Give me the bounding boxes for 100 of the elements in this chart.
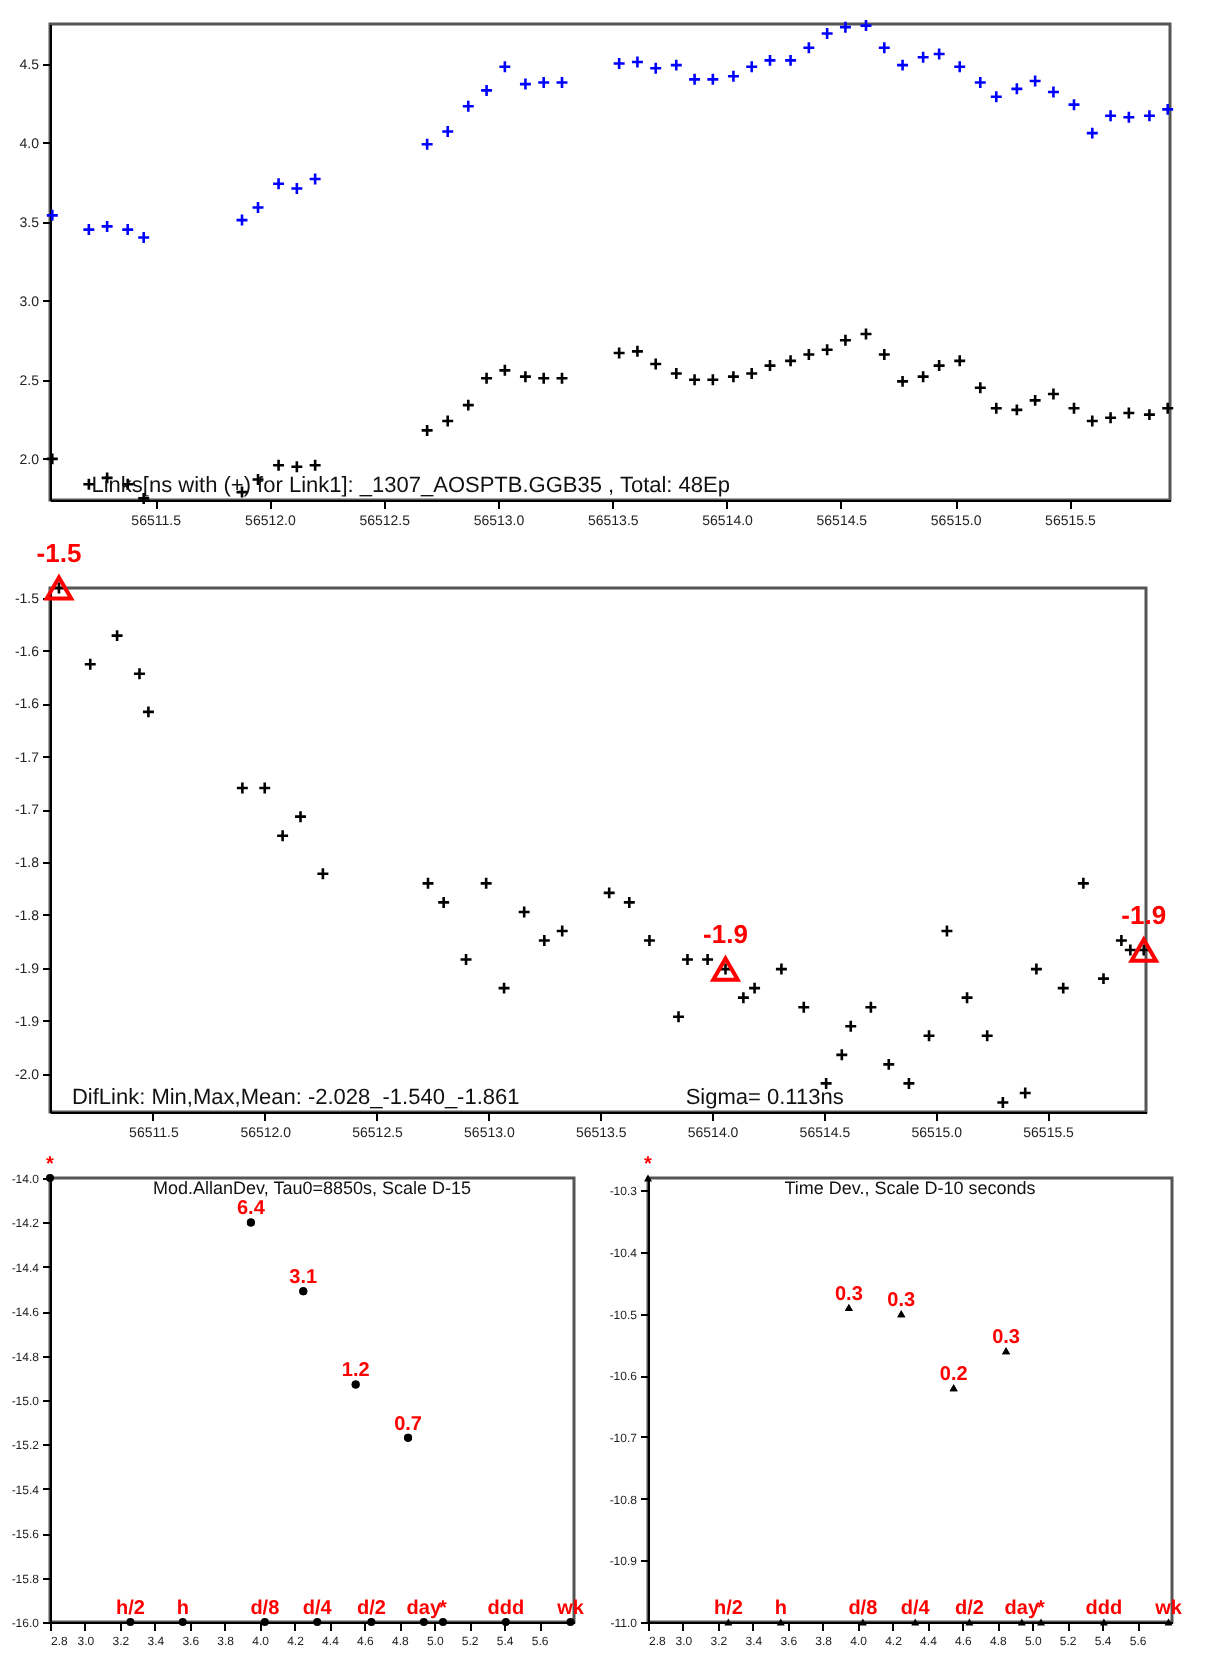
point: [897, 1310, 906, 1318]
point: [404, 1433, 413, 1442]
point: [882, 1057, 896, 1072]
point: [669, 58, 684, 72]
point: [687, 72, 702, 87]
point: [1160, 401, 1175, 416]
annotation: 0.7: [394, 1413, 423, 1436]
point: [1103, 108, 1118, 123]
annotation: *: [46, 1154, 55, 1176]
point: [518, 77, 533, 91]
annotation: day: [1004, 1598, 1040, 1620]
point: [440, 414, 455, 428]
point: [1067, 401, 1081, 416]
point: [257, 781, 272, 795]
point: [440, 124, 455, 139]
point: [536, 371, 551, 386]
annotation: 3.1: [289, 1267, 319, 1290]
point: [797, 1000, 811, 1014]
annotation: d/8: [250, 1598, 281, 1620]
point: [949, 1384, 958, 1392]
point: [622, 895, 637, 910]
annotation: 0.3: [992, 1326, 1021, 1349]
annotation: d/4: [302, 1598, 333, 1620]
point: [648, 61, 663, 76]
point: [642, 933, 657, 948]
point: [479, 371, 494, 386]
point: [1010, 82, 1024, 96]
point: [736, 990, 751, 1005]
point: [952, 59, 967, 74]
point: [1085, 126, 1100, 140]
point: [932, 358, 946, 373]
point: [555, 924, 569, 938]
point: [820, 26, 834, 41]
point: [82, 222, 96, 237]
point: [973, 75, 988, 90]
point: [1056, 981, 1071, 995]
point: [136, 230, 151, 245]
point: [843, 1019, 858, 1034]
point: [497, 981, 511, 995]
point: [706, 373, 720, 387]
point: [1076, 876, 1091, 891]
annotation: DifLink: Min,Max,Mean: -2.028_-1.540_-1.861: [71, 1086, 520, 1110]
point: [932, 47, 946, 61]
point: [459, 952, 473, 967]
point: [996, 1095, 1010, 1110]
point: [726, 369, 741, 384]
point: [498, 59, 512, 74]
point: [630, 344, 645, 359]
point: [517, 905, 531, 919]
point: [1046, 387, 1061, 401]
annotation: h/2: [115, 1598, 146, 1620]
point: [235, 213, 249, 227]
point: [706, 72, 720, 87]
point: [271, 458, 286, 472]
point: [895, 374, 910, 389]
point: [648, 357, 663, 371]
point: [1018, 1086, 1032, 1100]
point: [536, 75, 551, 90]
point: [1122, 110, 1136, 125]
point: [436, 895, 451, 910]
annotation: Mod.AllanDev, Tau0=8850s, Scale D-15: [152, 1178, 472, 1198]
annotation: h: [774, 1598, 787, 1620]
point: [774, 962, 789, 976]
annotation: Links[ns with (+) for Link1]: _1307_AOSPTB.GGB35 , Total: 48Ep: [91, 474, 730, 498]
point: [1029, 962, 1044, 976]
point: [1002, 1347, 1011, 1355]
point: [275, 828, 290, 843]
point: [859, 18, 873, 33]
point: [989, 89, 1004, 104]
annotation: 0.2: [939, 1363, 969, 1386]
point: [110, 628, 124, 643]
point: [479, 876, 493, 891]
annotation: d/2: [954, 1598, 985, 1620]
point: [864, 1000, 878, 1014]
point: [1096, 971, 1111, 986]
point: [960, 990, 974, 1005]
point: [1103, 410, 1118, 425]
point: [251, 200, 265, 215]
point: [726, 69, 741, 83]
point: [271, 176, 286, 191]
point: [802, 40, 816, 55]
point: [980, 1029, 994, 1043]
annotation: h: [176, 1598, 189, 1620]
point: [859, 327, 873, 341]
point: [916, 50, 930, 64]
point: [1028, 74, 1042, 88]
point: [235, 781, 250, 795]
point: [120, 222, 135, 237]
point: [246, 1218, 255, 1227]
annotation: Time Dev., Scale D-10 seconds: [784, 1178, 1037, 1198]
point: [1046, 85, 1061, 99]
annotation: d/8: [848, 1598, 879, 1620]
point: [1028, 393, 1042, 408]
point: [420, 423, 434, 438]
point: [744, 59, 759, 74]
point: [351, 1380, 360, 1389]
annotation: 1.2: [341, 1360, 371, 1383]
point: [83, 657, 98, 671]
point: [671, 1009, 686, 1024]
point: [744, 366, 759, 381]
